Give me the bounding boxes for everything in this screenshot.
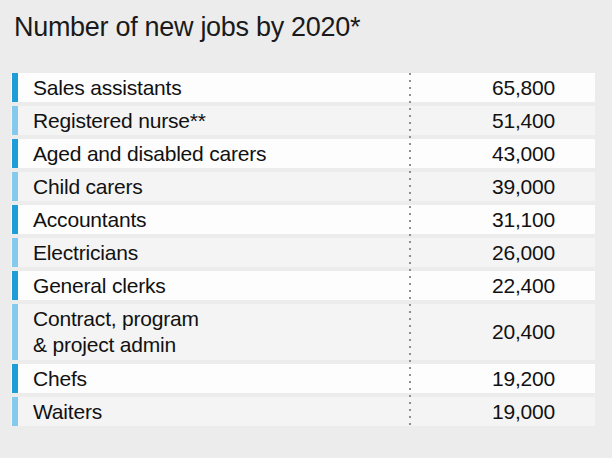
table-row: Accountants 31,100 bbox=[11, 205, 595, 234]
row-label: Electricians bbox=[11, 240, 138, 266]
row-bar-marker bbox=[12, 364, 18, 393]
row-value: 20,400 bbox=[492, 320, 595, 344]
row-value: 51,400 bbox=[492, 109, 595, 133]
table-row: Contract, program & project admin 20,400 bbox=[11, 304, 595, 360]
row-label: Contract, program & project admin bbox=[11, 306, 199, 358]
table-row: Registered nurse** 51,400 bbox=[11, 106, 595, 135]
row-bar-marker bbox=[12, 205, 18, 234]
table-row: Waiters 19,000 bbox=[11, 397, 595, 426]
infographic-jobs-by-2020: Number of new jobs by 2020* Sales assist… bbox=[0, 0, 612, 458]
chart-title: Number of new jobs by 2020* bbox=[14, 12, 360, 43]
row-value: 65,800 bbox=[492, 76, 595, 100]
table-row: Chefs 19,200 bbox=[11, 364, 595, 393]
row-value: 43,000 bbox=[492, 142, 595, 166]
row-label: Chefs bbox=[11, 366, 87, 392]
row-bar-marker bbox=[12, 304, 18, 360]
row-label: Waiters bbox=[11, 399, 102, 425]
row-bar-marker bbox=[12, 172, 18, 201]
row-bar-marker bbox=[12, 106, 18, 135]
row-label: Sales assistants bbox=[11, 75, 182, 101]
row-label: General clerks bbox=[11, 273, 166, 299]
row-bar-marker bbox=[12, 73, 18, 102]
row-value: 19,000 bbox=[492, 400, 595, 424]
row-label: Registered nurse** bbox=[11, 108, 206, 134]
row-value: 31,100 bbox=[492, 208, 595, 232]
row-bar-marker bbox=[12, 238, 18, 267]
row-value: 26,000 bbox=[492, 241, 595, 265]
row-label: Accountants bbox=[11, 207, 146, 233]
table-row: Child carers 39,000 bbox=[11, 172, 595, 201]
table-row: General clerks 22,400 bbox=[11, 271, 595, 300]
jobs-table: Sales assistants 65,800 Registered nurse… bbox=[11, 73, 595, 430]
row-label: Child carers bbox=[11, 174, 143, 200]
row-bar-marker bbox=[12, 397, 18, 426]
table-row: Electricians 26,000 bbox=[11, 238, 595, 267]
row-value: 22,400 bbox=[492, 274, 595, 298]
table-row: Sales assistants 65,800 bbox=[11, 73, 595, 102]
table-row: Aged and disabled carers 43,000 bbox=[11, 139, 595, 168]
column-divider-dotted-line bbox=[409, 73, 411, 430]
row-bar-marker bbox=[12, 139, 18, 168]
row-value: 39,000 bbox=[492, 175, 595, 199]
row-label: Aged and disabled carers bbox=[11, 141, 266, 167]
row-bar-marker bbox=[12, 271, 18, 300]
row-value: 19,200 bbox=[492, 367, 595, 391]
